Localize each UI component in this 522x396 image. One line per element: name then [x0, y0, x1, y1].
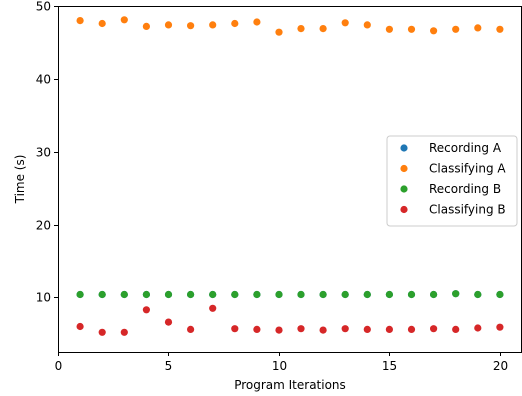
data-point — [385, 325, 393, 333]
y-tick-label: 40 — [36, 73, 51, 87]
data-point — [430, 325, 438, 333]
legend-item: Classifying A — [400, 162, 506, 176]
legend-label: Recording A — [429, 141, 502, 155]
data-point — [452, 25, 460, 33]
data-point — [253, 325, 261, 333]
data-point — [187, 22, 195, 30]
data-point — [98, 328, 106, 336]
data-point — [363, 290, 371, 299]
legend-box — [386, 135, 518, 227]
data-point — [187, 290, 195, 299]
data-point — [142, 290, 150, 299]
data-point — [496, 323, 504, 331]
data-point — [209, 304, 217, 312]
data-point — [341, 325, 349, 333]
data-point — [187, 325, 195, 333]
legend-label: Classifying B — [429, 203, 506, 217]
y-tick-label: 50 — [36, 0, 51, 14]
data-point — [452, 290, 460, 298]
x-axis-ticks: 0 5 10 15 20 — [55, 352, 508, 373]
data-point — [164, 21, 173, 29]
data-point — [319, 25, 327, 33]
legend-marker — [400, 185, 408, 193]
data-point — [275, 326, 283, 334]
data-point — [452, 325, 460, 333]
data-point — [297, 290, 305, 299]
x-tick-label: 15 — [382, 359, 397, 373]
data-point — [142, 22, 150, 30]
data-point — [120, 290, 128, 299]
legend-label: Recording B — [429, 182, 501, 196]
legend-marker — [400, 144, 408, 152]
data-point — [98, 19, 106, 28]
data-points — [76, 16, 504, 336]
y-tick-label: 20 — [36, 219, 51, 233]
data-point — [164, 318, 173, 326]
data-point — [407, 325, 416, 333]
x-tick-label: 10 — [272, 359, 287, 373]
data-point — [341, 19, 349, 27]
data-point — [474, 324, 482, 332]
data-point — [120, 16, 128, 24]
data-point — [275, 290, 283, 299]
data-point — [297, 325, 305, 333]
data-point — [297, 25, 305, 33]
data-point — [407, 290, 416, 299]
data-point — [231, 325, 239, 333]
series-recording-b — [76, 290, 504, 299]
y-tick-label: 10 — [36, 291, 51, 305]
series-classifying-b — [76, 304, 504, 336]
data-point — [76, 322, 84, 331]
series-classifying-a — [76, 16, 504, 36]
data-point — [164, 290, 173, 299]
legend-marker — [400, 205, 408, 214]
data-point — [430, 290, 438, 299]
x-tick-label: 5 — [165, 359, 173, 373]
data-point — [209, 21, 217, 29]
x-axis-label: Program Iterations — [234, 378, 346, 392]
y-tick-label: 30 — [36, 146, 51, 160]
data-point — [474, 24, 482, 32]
series-recording-a — [76, 290, 504, 299]
data-point — [430, 27, 438, 35]
legend-item: Recording B — [400, 182, 501, 196]
legend-item: Recording A — [400, 141, 502, 155]
y-axis-ticks: 10 20 30 40 50 — [36, 0, 58, 305]
data-point — [76, 17, 84, 25]
data-point — [363, 325, 371, 333]
data-point — [253, 290, 261, 299]
data-point — [120, 328, 128, 336]
legend-marker — [400, 164, 408, 173]
data-point — [275, 28, 283, 36]
data-point — [231, 19, 239, 28]
data-point — [142, 306, 150, 314]
legend-label: Classifying A — [429, 162, 506, 176]
data-point — [496, 290, 504, 299]
data-point — [253, 18, 261, 26]
data-point — [341, 290, 349, 299]
data-point — [474, 290, 482, 299]
data-point — [407, 25, 416, 33]
x-tick-label: 0 — [55, 359, 63, 373]
data-point — [319, 290, 327, 299]
data-point — [385, 25, 393, 33]
data-point — [496, 25, 504, 33]
legend: Recording A Classifying A Recording B Class… — [386, 135, 518, 227]
data-point — [385, 290, 393, 299]
data-point — [76, 290, 84, 299]
data-point — [98, 290, 106, 299]
data-point — [319, 326, 327, 334]
y-axis-label: Time (s) — [13, 155, 27, 205]
x-tick-label: 20 — [493, 359, 508, 373]
legend-item: Classifying B — [400, 203, 506, 217]
data-point — [231, 290, 239, 299]
data-point — [209, 290, 217, 299]
data-point — [363, 21, 371, 29]
